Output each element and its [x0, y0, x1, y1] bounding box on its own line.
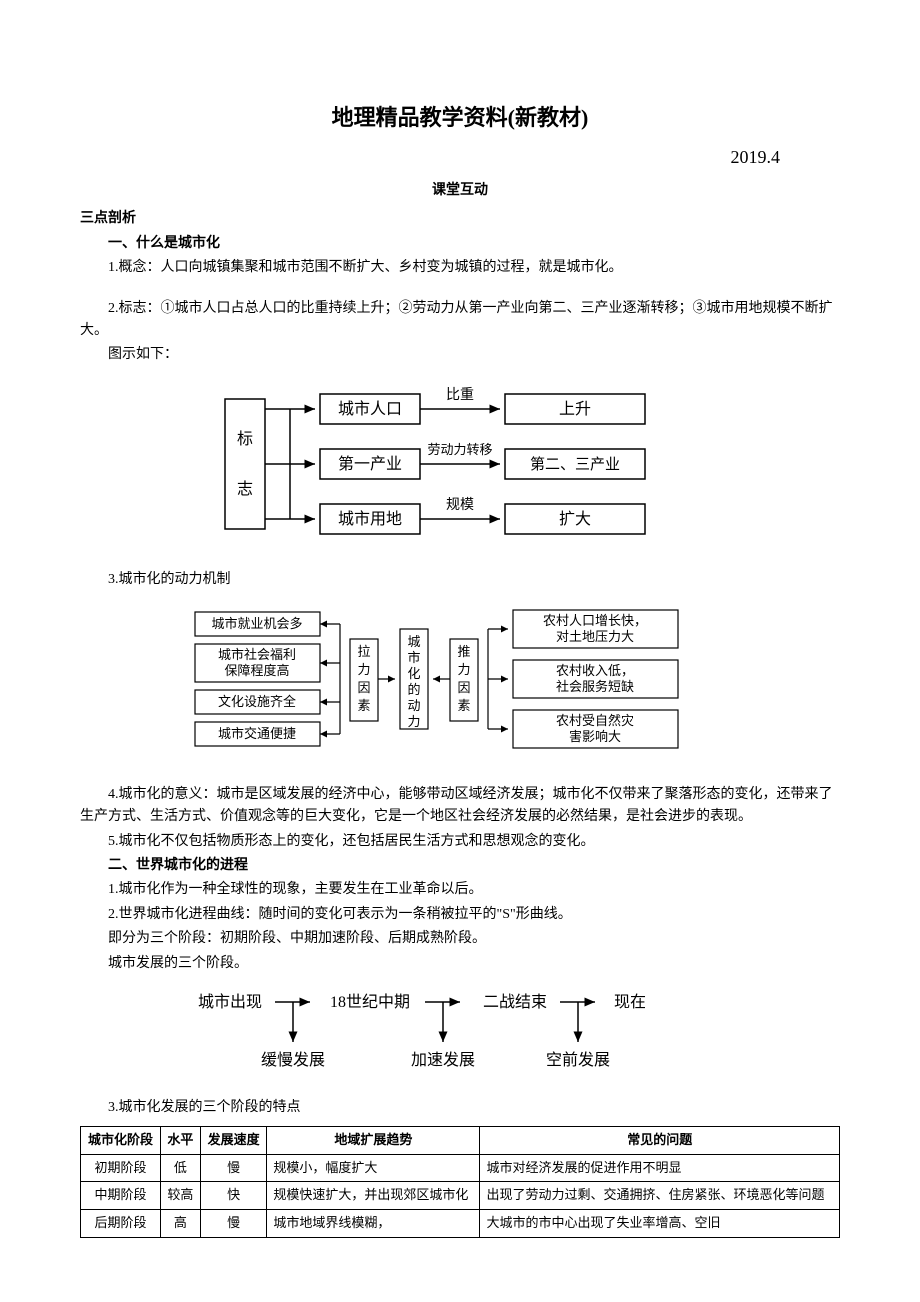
d2-r2a: 农村收入低， [556, 663, 634, 678]
d2-pull1: 拉 [357, 644, 370, 659]
d2-c2: 市 [407, 650, 420, 665]
section2-header: 二、世界城市化的进程 [80, 855, 840, 877]
d2-r1a: 农村人口增长快， [543, 613, 647, 628]
td: 大城市的市中心出现了失业率增高、空旧 [480, 1210, 840, 1238]
td: 规模小，幅度扩大 [267, 1154, 480, 1182]
main-title: 地理精品教学资料(新教材) [80, 100, 840, 135]
diagram2: 城市就业机会多 城市社会福利 保障程度高 文化设施齐全 城市交通便捷 拉 力 因… [190, 604, 730, 772]
stages-table: 城市化阶段 水平 发展速度 地域扩展趋势 常见的问题 初期阶段 低 慢 规模小，… [80, 1126, 840, 1238]
d2-pull3: 因 [357, 680, 370, 695]
td: 规模快速扩大，并出现郊区城市化 [267, 1182, 480, 1210]
d3-n3: 二战结束 [483, 993, 547, 1011]
d2-l4: 城市交通便捷 [218, 726, 296, 741]
d2-push4: 素 [457, 698, 470, 713]
diagram1-svg: 标 志 城市人口 比重 上升 第一产业 劳动力转移 第二、三产业 [220, 379, 700, 549]
td: 较高 [160, 1182, 200, 1210]
section2-p3: 即分为三个阶段：初期阶段、中期加速阶段、后期成熟阶段。 [80, 928, 840, 950]
d2-r3a: 农村受自然灾 [556, 713, 634, 728]
d2-c5: 动 [407, 698, 420, 713]
d1-r1-label: 比重 [446, 387, 474, 403]
diagram1-container: 标 志 城市人口 比重 上升 第一产业 劳动力转移 第二、三产业 [80, 379, 840, 557]
section1-p1: 1.概念：人口向城镇集聚和城市范围不断扩大、乡村变为城镇的过程，就是城市化。 [80, 257, 840, 279]
date-text: 2019.4 [80, 143, 840, 172]
td: 慢 [200, 1154, 267, 1182]
td: 后期阶段 [81, 1210, 161, 1238]
th-0: 城市化阶段 [81, 1126, 161, 1154]
diagram1: 标 志 城市人口 比重 上升 第一产业 劳动力转移 第二、三产业 [220, 379, 700, 549]
td: 城市对经济发展的促进作用不明显 [480, 1154, 840, 1182]
section1-p2: 2.标志：①城市人口占总人口的比重持续上升；②劳动力从第一产业向第二、三产业逐渐… [80, 298, 840, 343]
d1-r2-label: 劳动力转移 [427, 442, 492, 457]
d1-r3-label: 规模 [446, 497, 474, 513]
d2-push1: 推 [457, 644, 470, 659]
section1-p6: 5.城市化不仅包括物质形态上的变化，还包括居民生活方式和思想观念的变化。 [80, 831, 840, 853]
diagram2-svg: 城市就业机会多 城市社会福利 保障程度高 文化设施齐全 城市交通便捷 拉 力 因… [190, 604, 730, 764]
td: 慢 [200, 1210, 267, 1238]
d1-r3-box1: 城市用地 [338, 510, 402, 528]
td: 高 [160, 1210, 200, 1238]
d2-c1: 城 [407, 634, 420, 649]
section1-header: 一、什么是城市化 [80, 233, 840, 255]
td: 出现了劳动力过剩、交通拥挤、住房紧张、环境恶化等问题 [480, 1182, 840, 1210]
d2-push2: 力 [457, 662, 470, 677]
table-row: 后期阶段 高 慢 城市地域界线模糊， 大城市的市中心出现了失业率增高、空旧 [81, 1210, 840, 1238]
d3-l1: 缓慢发展 [261, 1051, 325, 1069]
th-1: 水平 [160, 1126, 200, 1154]
diagram1-left-char1: 标 [237, 430, 253, 448]
td: 快 [200, 1182, 267, 1210]
d2-c4: 的 [407, 682, 420, 697]
d2-r3b: 害影响大 [569, 729, 621, 744]
d3-n2: 18世纪中期 [330, 993, 410, 1011]
d1-r2-box1: 第一产业 [338, 455, 402, 473]
d1-r1-box1: 城市人口 [338, 400, 402, 418]
d2-push3: 因 [457, 680, 470, 695]
d1-r2-box2: 第二、三产业 [530, 455, 620, 473]
section2-p5: 3.城市化发展的三个阶段的特点 [80, 1097, 840, 1119]
d2-c6: 力 [407, 714, 420, 729]
d3-n4: 现在 [614, 993, 646, 1011]
th-2: 发展速度 [200, 1126, 267, 1154]
d1-r3-box2: 扩大 [559, 510, 591, 528]
d2-pull4: 素 [357, 698, 370, 713]
d2-l2a: 城市社会福利 [218, 647, 296, 662]
analysis-header: 三点剖析 [80, 208, 840, 230]
section2-p4: 城市发展的三个阶段。 [80, 953, 840, 975]
diagram3-svg: 城市出现 18世纪中期 二战结束 现在 缓慢发展 加速发展 空前发展 [180, 987, 740, 1077]
table-header-row: 城市化阶段 水平 发展速度 地域扩展趋势 常见的问题 [81, 1126, 840, 1154]
diagram2-container: 城市就业机会多 城市社会福利 保障程度高 文化设施齐全 城市交通便捷 拉 力 因… [80, 604, 840, 772]
d3-l3: 空前发展 [546, 1051, 610, 1069]
d2-r2b: 社会服务短缺 [556, 679, 634, 694]
td: 低 [160, 1154, 200, 1182]
td: 初期阶段 [81, 1154, 161, 1182]
d2-l1: 城市就业机会多 [211, 616, 302, 631]
d2-l3: 文化设施齐全 [218, 694, 296, 709]
section2-p2: 2.世界城市化进程曲线：随时间的变化可表示为一条稍被拉平的"S"形曲线。 [80, 904, 840, 926]
section2-p1: 1.城市化作为一种全球性的现象，主要发生在工业革命以后。 [80, 879, 840, 901]
d1-r1-box2: 上升 [559, 400, 591, 418]
section1-p3: 图示如下： [80, 344, 840, 366]
diagram1-left-char2: 志 [237, 480, 253, 498]
diagram3: 城市出现 18世纪中期 二战结束 现在 缓慢发展 加速发展 空前发展 [180, 987, 740, 1085]
d3-l2: 加速发展 [411, 1051, 475, 1069]
diagram3-container: 城市出现 18世纪中期 二战结束 现在 缓慢发展 加速发展 空前发展 [80, 987, 840, 1085]
d3-n1: 城市出现 [198, 993, 262, 1011]
table-row: 中期阶段 较高 快 规模快速扩大，并出现郊区城市化 出现了劳动力过剩、交通拥挤、… [81, 1182, 840, 1210]
section1-p4: 3.城市化的动力机制 [80, 569, 840, 591]
td: 中期阶段 [81, 1182, 161, 1210]
td: 城市地域界线模糊， [267, 1210, 480, 1238]
subtitle-text: 课堂互动 [80, 180, 840, 202]
th-3: 地域扩展趋势 [267, 1126, 480, 1154]
th-4: 常见的问题 [480, 1126, 840, 1154]
d2-pull2: 力 [357, 662, 370, 677]
d2-c3: 化 [407, 666, 420, 681]
table-row: 初期阶段 低 慢 规模小，幅度扩大 城市对经济发展的促进作用不明显 [81, 1154, 840, 1182]
d2-r1b: 对土地压力大 [556, 629, 634, 644]
d2-l2b: 保障程度高 [224, 663, 289, 678]
section1-p5: 4.城市化的意义：城市是区域发展的经济中心，能够带动区域经济发展；城市化不仅带来… [80, 784, 840, 829]
